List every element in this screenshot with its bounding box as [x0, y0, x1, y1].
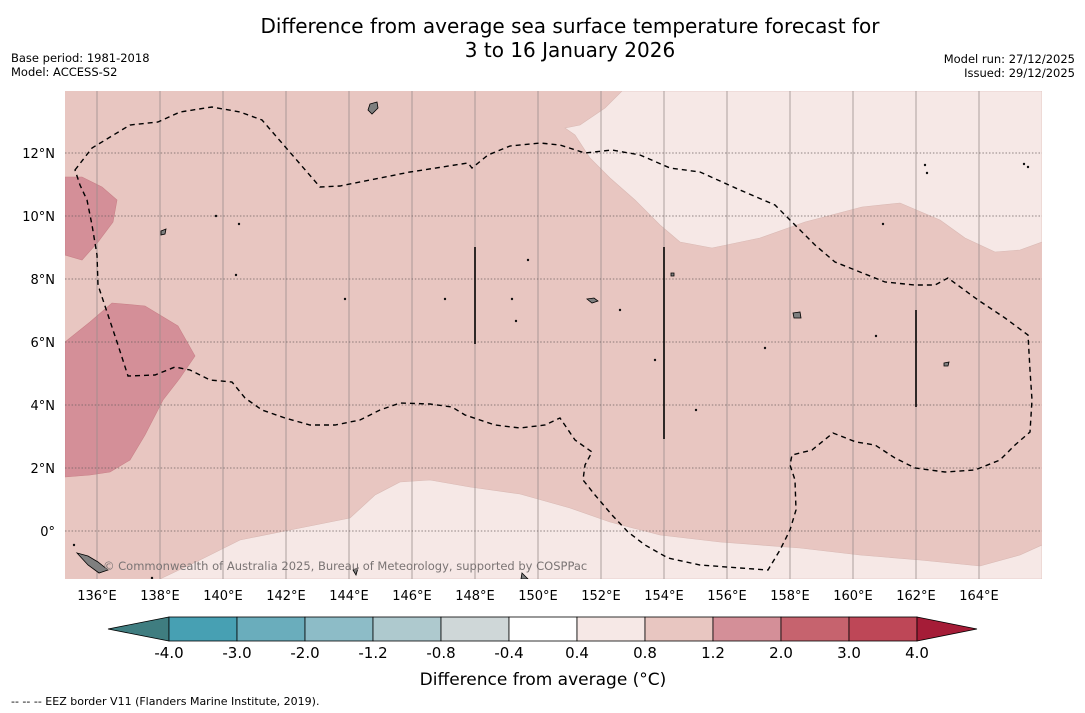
chart-title: Difference from average sea surface temp…	[170, 14, 970, 62]
latitude-labels: 12°N 10°N 8°N 6°N 4°N 2°N 0°	[22, 147, 55, 540]
colorbar-tick-label: -2.0	[290, 644, 319, 662]
colorbar-segment	[304, 616, 374, 642]
colorbar-tick-label: 0.4	[565, 644, 589, 662]
colorbar-title: Difference from average (°C)	[419, 670, 667, 690]
colorbar-tick-label: -0.4	[494, 644, 523, 662]
colorbar-tick-label: 1.2	[701, 644, 725, 662]
colorbar-over-arrow	[916, 616, 978, 642]
lon-label: 156°E	[707, 589, 747, 604]
colorbar-segment	[372, 616, 442, 642]
lon-label: 144°E	[329, 589, 369, 604]
lon-label: 164°E	[959, 589, 999, 604]
lon-label: 158°E	[770, 589, 810, 604]
colorbar-tick-label: 0.8	[633, 644, 657, 662]
colorbar-tick-label: -0.8	[426, 644, 455, 662]
colorbar-segment	[236, 616, 306, 642]
lon-label: 150°E	[518, 589, 558, 604]
lon-label: 146°E	[392, 589, 432, 604]
colorbar-tick-label: 3.0	[837, 644, 861, 662]
colorbar-tick-label: 2.0	[769, 644, 793, 662]
lon-label: 142°E	[266, 589, 306, 604]
lon-label: 162°E	[896, 589, 936, 604]
colorbar-segment	[576, 616, 646, 642]
colorbar-tick-label: -4.0	[154, 644, 183, 662]
colorbar: -4.0 -3.0 -2.0 -1.2 -0.8 -0.4 0.4 0.8 1.2 2.0 3.0 4…	[107, 616, 978, 662]
lat-label: 4°N	[31, 399, 56, 414]
lat-label: 2°N	[31, 462, 56, 477]
lat-label: 8°N	[31, 273, 56, 288]
eez-legend-note: -- -- -- EEZ border V11 (Flanders Marine…	[11, 695, 320, 708]
boundary-lines	[474, 247, 917, 439]
colorbar-segment	[440, 616, 510, 642]
model-name: Model: ACCESS-S2	[11, 65, 118, 79]
meta-right: Model run: 27/12/2025 Issued: 29/12/2025	[944, 52, 1075, 80]
base-period: Base period: 1981-2018	[11, 51, 150, 65]
colorbar-tick-label: -3.0	[222, 644, 251, 662]
longitude-labels: 136°E 138°E 140°E 142°E 144°E 146°E 148°…	[77, 589, 999, 604]
lat-label: 10°N	[22, 210, 55, 225]
anomaly-region-northeast	[564, 91, 1042, 253]
islands	[72, 101, 1030, 579]
lon-label: 138°E	[140, 589, 180, 604]
lat-label: 0°	[40, 525, 55, 540]
lon-label: 152°E	[581, 589, 621, 604]
issued-date: Issued: 29/12/2025	[964, 66, 1075, 80]
colorbar-segment	[848, 616, 918, 642]
copyright-watermark: © Commonwealth of Australia 2025, Bureau…	[103, 559, 587, 573]
map-plot-area: © Commonwealth of Australia 2025, Bureau…	[65, 91, 1042, 579]
model-run: Model run: 27/12/2025	[943, 52, 1075, 66]
title-line-1: Difference from average sea surface temp…	[260, 14, 880, 38]
anomaly-region-west-lower	[65, 302, 196, 478]
colorbar-tick-labels: -4.0 -3.0 -2.0 -1.2 -0.8 -0.4 0.4 0.8 1.2 2.0 3.0 4…	[154, 644, 929, 662]
colorbar-under-arrow	[107, 616, 170, 642]
colorbar-segment	[644, 616, 714, 642]
colorbar-segment	[508, 616, 578, 642]
lon-label: 154°E	[644, 589, 684, 604]
lon-label: 148°E	[455, 589, 495, 604]
colorbar-tick-label: -1.2	[358, 644, 387, 662]
eez-border	[74, 106, 1033, 571]
colorbar-segment	[168, 616, 238, 642]
lat-label: 12°N	[22, 147, 55, 162]
lon-label: 160°E	[833, 589, 873, 604]
colorbar-tick-label: 4.0	[905, 644, 929, 662]
title-line-2: 3 to 16 January 2026	[464, 38, 676, 62]
lat-label: 6°N	[31, 336, 56, 351]
lon-label: 136°E	[77, 589, 117, 604]
lon-label: 140°E	[203, 589, 243, 604]
latitude-gridlines	[65, 152, 1042, 532]
colorbar-segment	[780, 616, 850, 642]
colorbar-segment	[712, 616, 782, 642]
meta-left: Base period: 1981-2018 Model: ACCESS-S2	[11, 51, 150, 79]
colorbar-segments	[168, 616, 918, 642]
